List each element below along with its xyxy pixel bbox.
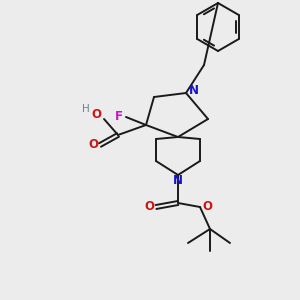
Text: O: O [88,139,98,152]
Text: O: O [202,200,212,214]
Text: F: F [115,110,123,124]
Text: H: H [82,104,90,114]
Text: O: O [144,200,154,214]
Text: O: O [91,107,101,121]
Text: N: N [173,173,183,187]
Text: N: N [189,85,199,98]
